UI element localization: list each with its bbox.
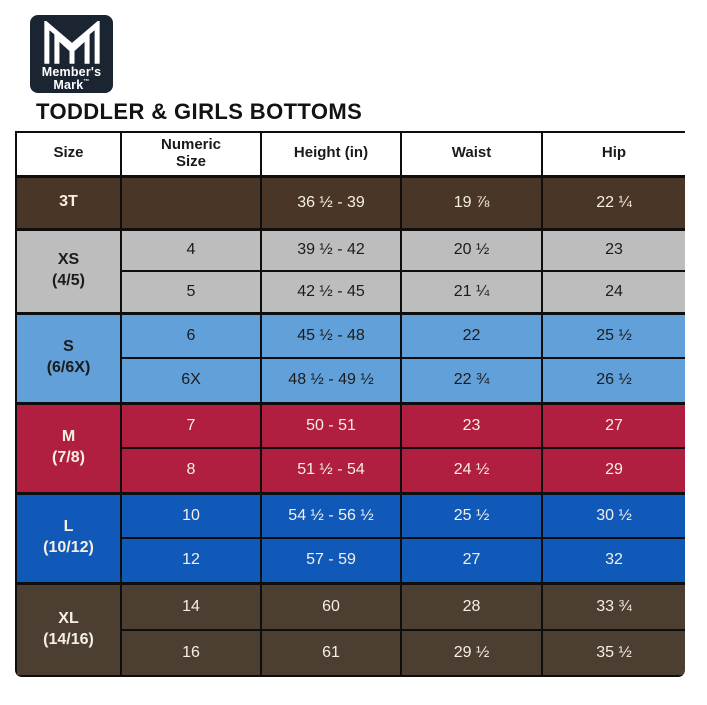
table-row-m-8: 8 51 ½ - 54 24 ½ 29 [16,447,685,494]
size-sublabel: (14/16) [43,630,94,648]
members-mark-logo: Member's Mark™ [30,15,113,93]
cell-numeric-size: 10 [120,491,262,539]
column-header-height: Height (in) [260,131,402,178]
cell-hip: 22 ¼ [541,174,685,230]
cell-hip: 23 [541,227,685,272]
cell-height: 45 ½ - 48 [260,311,402,359]
table-row-s-6: S (6/6X) 6 45 ½ - 48 22 25 ½ [15,311,685,404]
size-label-s: S (6/6X) [15,311,122,404]
cell-waist: 29 ½ [400,629,543,677]
cell-hip: 26 ½ [541,357,685,404]
size-label-xs: XS (4/5) [15,227,122,314]
size-sublabel: (6/6X) [46,359,91,376]
cell-waist: 28 [400,581,543,631]
cell-numeric-size: 6X [120,357,262,404]
cell-hip: 29 [541,447,685,494]
table-row-l-12: 12 57 - 59 27 32 [16,537,685,584]
cell-waist: 23 [400,401,543,449]
brand-name: Member's Mark™ [41,65,102,93]
size-sublabel: (10/12) [43,539,94,556]
size-chart: Size Numeric Size Height (in) Waist Hip … [15,131,685,677]
cell-height: 39 ½ - 42 [260,227,402,272]
cell-height: 61 [260,629,402,677]
cell-numeric-size [120,174,262,230]
cell-hip: 27 [541,401,685,449]
cell-hip: 25 ½ [541,311,685,359]
size-label-3t: 3T [15,174,122,230]
cell-waist: 24 ½ [400,447,543,494]
cell-height: 42 ½ - 45 [260,270,402,314]
table-row-s-6x: 6X 48 ½ - 49 ½ 22 ¾ 26 ½ [16,357,685,404]
cell-numeric-size: 8 [120,447,262,494]
table-row-xs-4: XS (4/5) 4 39 ½ - 42 20 ½ 23 [15,227,685,314]
cell-waist: 22 ¾ [400,357,543,404]
members-mark-m-icon [43,21,100,64]
cell-height: 57 - 59 [260,537,402,584]
table-row-xl-16: 16 61 29 ½ 35 ½ [16,629,685,677]
size-sublabel: (7/8) [52,449,85,466]
cell-hip: 32 [541,537,685,584]
size-label-l: L (10/12) [15,491,122,584]
column-header-hip: Hip [541,131,685,178]
cell-numeric-size: 7 [120,401,262,449]
page-title: TODDLER & GIRLS BOTTOMS [36,99,363,124]
cell-waist: 19 ⅞ [400,174,543,230]
size-label-xl: XL (14/16) [15,581,122,677]
brand-name-line1: Member's [41,65,102,79]
cell-waist: 25 ½ [400,491,543,539]
cell-height: 54 ½ - 56 ½ [260,491,402,539]
cell-height: 50 - 51 [260,401,402,449]
cell-hip: 24 [541,270,685,314]
cell-waist: 27 [400,537,543,584]
cell-numeric-size: 14 [120,581,262,631]
cell-numeric-size: 12 [120,537,262,584]
cell-numeric-size: 16 [120,629,262,677]
cell-height: 48 ½ - 49 ½ [260,357,402,404]
cell-numeric-size: 5 [120,270,262,314]
cell-hip: 33 ¾ [541,581,685,631]
cell-hip: 35 ½ [541,629,685,677]
cell-waist: 21 ¼ [400,270,543,314]
size-label-m: M (7/8) [15,401,122,494]
cell-waist: 22 [400,311,543,359]
table-row-3t: 3T 36 ½ - 39 19 ⅞ 22 ¼ [15,174,685,230]
trademark-symbol: ™ [83,79,90,86]
cell-numeric-size: 6 [120,311,262,359]
size-sublabel: (4/5) [52,272,85,289]
cell-waist: 20 ½ [400,227,543,272]
brand-name-line2: Mark™ [53,78,90,93]
column-header-waist: Waist [400,131,543,178]
size-chart-table: Size Numeric Size Height (in) Waist Hip … [15,131,685,677]
table-row-xl-14: XL (14/16) 14 60 28 33 ¾ [15,581,685,677]
cell-height: 60 [260,581,402,631]
header-row: Size Numeric Size Height (in) Waist Hip [15,131,685,178]
column-header-numeric-size: Numeric Size [120,131,262,178]
cell-numeric-size: 4 [120,227,262,272]
column-header-size: Size [15,131,122,178]
cell-hip: 30 ½ [541,491,685,539]
table-row-l-10: L (10/12) 10 54 ½ - 56 ½ 25 ½ 30 ½ [15,491,685,584]
table-row-xs-5: 5 42 ½ - 45 21 ¼ 24 [16,270,685,314]
cell-height: 36 ½ - 39 [260,174,402,230]
table-row-m-7: M (7/8) 7 50 - 51 23 27 [15,401,685,494]
cell-height: 51 ½ - 54 [260,447,402,494]
